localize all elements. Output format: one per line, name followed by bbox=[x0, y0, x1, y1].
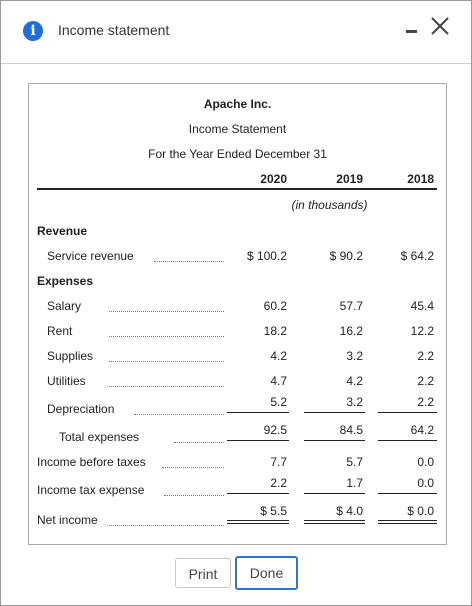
service-revenue-2018: $ 64.2 bbox=[400, 249, 434, 263]
subtotal-rule-2019 bbox=[304, 412, 365, 413]
income-tax-expense-2019: 1.7 bbox=[346, 476, 363, 490]
dialog-title: Income statement bbox=[58, 22, 170, 38]
net-rule-2018 bbox=[378, 520, 437, 521]
supplies-label: Supplies bbox=[47, 349, 94, 363]
utilities-2020: 4.7 bbox=[270, 374, 287, 388]
net-rule-2020 bbox=[227, 520, 289, 521]
expenses-heading: Expenses bbox=[37, 274, 94, 288]
unit-note: (in thousands) bbox=[291, 198, 368, 212]
service-revenue-2020: $ 100.2 bbox=[246, 249, 287, 263]
leader-dots bbox=[109, 310, 224, 312]
income-tax-expense-2018: 0.0 bbox=[417, 476, 434, 490]
income-tax-expense-label: Income tax expense bbox=[37, 483, 145, 497]
salary-2018: 45.4 bbox=[410, 299, 434, 313]
rent-2019: 16.2 bbox=[339, 324, 363, 338]
net-income-label: Net income bbox=[37, 513, 98, 527]
income-before-taxes-2018: 0.0 bbox=[417, 455, 434, 469]
leader-dots bbox=[109, 360, 224, 362]
net-double-rule-2019 bbox=[304, 523, 365, 524]
salary-2019: 57.7 bbox=[339, 299, 363, 313]
utilities-2019: 4.2 bbox=[346, 374, 363, 388]
subtotal-rule-2020 bbox=[227, 412, 289, 413]
print-button[interactable]: Print bbox=[175, 558, 231, 588]
depreciation-2020: 5.2 bbox=[270, 395, 287, 409]
info-icon: i bbox=[23, 21, 43, 41]
supplies-2019: 3.2 bbox=[346, 349, 363, 363]
header-rule bbox=[37, 188, 437, 190]
leader-dots bbox=[154, 260, 224, 262]
rent-2018: 12.2 bbox=[410, 324, 434, 338]
total-rule-2018 bbox=[378, 440, 437, 441]
utilities-2018: 2.2 bbox=[417, 374, 434, 388]
leader-dots bbox=[134, 413, 224, 415]
leader-dots bbox=[109, 335, 224, 337]
company-name: Apache Inc. bbox=[203, 97, 272, 111]
total-expenses-2019: 84.5 bbox=[339, 423, 363, 437]
income-statement-panel: Apache Inc. Income Statement For the Yea… bbox=[28, 83, 447, 545]
net-double-rule-2020 bbox=[227, 523, 289, 524]
total-expenses-2018: 64.2 bbox=[410, 423, 434, 437]
total-rule-2020 bbox=[227, 440, 289, 441]
tax-rule-2018 bbox=[378, 493, 437, 494]
net-rule-2019 bbox=[304, 520, 365, 521]
year-2018: 2018 bbox=[407, 172, 434, 186]
service-revenue-label: Service revenue bbox=[47, 249, 134, 263]
total-rule-2019 bbox=[304, 440, 365, 441]
tax-rule-2020 bbox=[227, 493, 289, 494]
titlebar-divider bbox=[1, 63, 471, 64]
net-income-2020: $ 5.5 bbox=[260, 504, 287, 518]
net-income-2019: $ 4.0 bbox=[336, 504, 363, 518]
leader-dots bbox=[162, 466, 224, 468]
total-expenses-label: Total expenses bbox=[59, 430, 140, 444]
minimize-icon[interactable] bbox=[406, 30, 417, 33]
rent-2020: 18.2 bbox=[263, 324, 287, 338]
dialog-titlebar: i Income statement bbox=[1, 1, 471, 61]
total-expenses-2020: 92.5 bbox=[263, 423, 287, 437]
statement-name: Income Statement bbox=[188, 122, 287, 136]
net-income-2018: $ 0.0 bbox=[407, 504, 434, 518]
done-button[interactable]: Done bbox=[235, 556, 298, 590]
leader-dots bbox=[174, 441, 224, 443]
income-tax-expense-2020: 2.2 bbox=[270, 476, 287, 490]
year-2020: 2020 bbox=[260, 172, 287, 186]
leader-dots bbox=[164, 494, 224, 496]
subtotal-rule-2018 bbox=[378, 412, 437, 413]
service-revenue-2019: $ 90.2 bbox=[329, 249, 363, 263]
depreciation-2018: 2.2 bbox=[417, 395, 434, 409]
income-before-taxes-2020: 7.7 bbox=[270, 455, 287, 469]
close-icon[interactable] bbox=[429, 15, 451, 37]
salary-2020: 60.2 bbox=[263, 299, 287, 313]
income-before-taxes-2019: 5.7 bbox=[346, 455, 363, 469]
depreciation-2019: 3.2 bbox=[346, 395, 363, 409]
statement-period: For the Year Ended December 31 bbox=[148, 147, 327, 161]
net-double-rule-2018 bbox=[378, 523, 437, 524]
depreciation-label: Depreciation bbox=[47, 402, 115, 416]
year-2019: 2019 bbox=[336, 172, 363, 186]
salary-label: Salary bbox=[47, 299, 82, 313]
utilities-label: Utilities bbox=[47, 374, 86, 388]
leader-dots bbox=[109, 385, 224, 387]
supplies-2020: 4.2 bbox=[270, 349, 287, 363]
leader-dots bbox=[109, 524, 224, 526]
income-before-taxes-label: Income before taxes bbox=[37, 455, 146, 469]
supplies-2018: 2.2 bbox=[417, 349, 434, 363]
rent-label: Rent bbox=[47, 324, 73, 338]
revenue-heading: Revenue bbox=[37, 224, 88, 238]
tax-rule-2019 bbox=[304, 493, 365, 494]
